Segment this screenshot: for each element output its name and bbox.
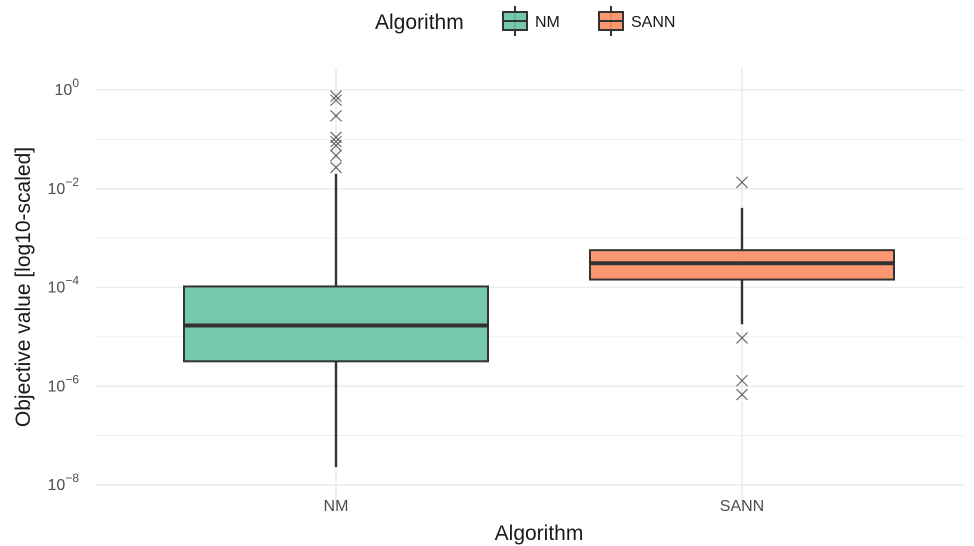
outlier-point-nm [330,94,342,107]
x-tick-label-sann: SANN [720,498,764,515]
outlier-point-nm [330,131,342,144]
y-tick-label: 100 [55,76,80,99]
outlier-point-sann [736,374,748,387]
outlier-point-nm [330,149,342,162]
y-axis-ticks: 10−8 10−6 10−4 10−2 100 [48,76,80,494]
x-axis-ticks: NM SANN [324,498,765,515]
y-axis-title: Objective value [log10-scaled] [12,147,35,427]
boxes [183,90,895,468]
outlier-point-nm [330,161,342,174]
y-tick-label: 10−4 [48,274,80,297]
legend: Algorithm NM SANN [375,6,675,36]
y-tick-label: 10−2 [48,175,80,198]
legend-key-nm [502,6,528,36]
outlier-point-nm [330,90,342,103]
outlier-point-nm [330,139,342,152]
legend-label-nm: NM [535,14,560,31]
outlier-point-nm [330,135,342,148]
x-axis-title: Algorithm [495,522,584,545]
outlier-point-nm [330,109,342,122]
x-tick-label-nm: NM [324,498,349,515]
y-tick-label: 10−6 [48,372,80,395]
box-nm [183,90,489,468]
legend-label-sann: SANN [631,14,675,31]
legend-title: Algorithm [375,11,464,34]
grid [96,68,964,505]
legend-key-sann [598,6,624,36]
outlier-point-sann [736,332,748,344]
outlier-point-sann [736,176,748,189]
box-sann [589,176,895,401]
outlier-point-sann [736,388,748,401]
y-tick-label: 10−8 [48,471,80,494]
